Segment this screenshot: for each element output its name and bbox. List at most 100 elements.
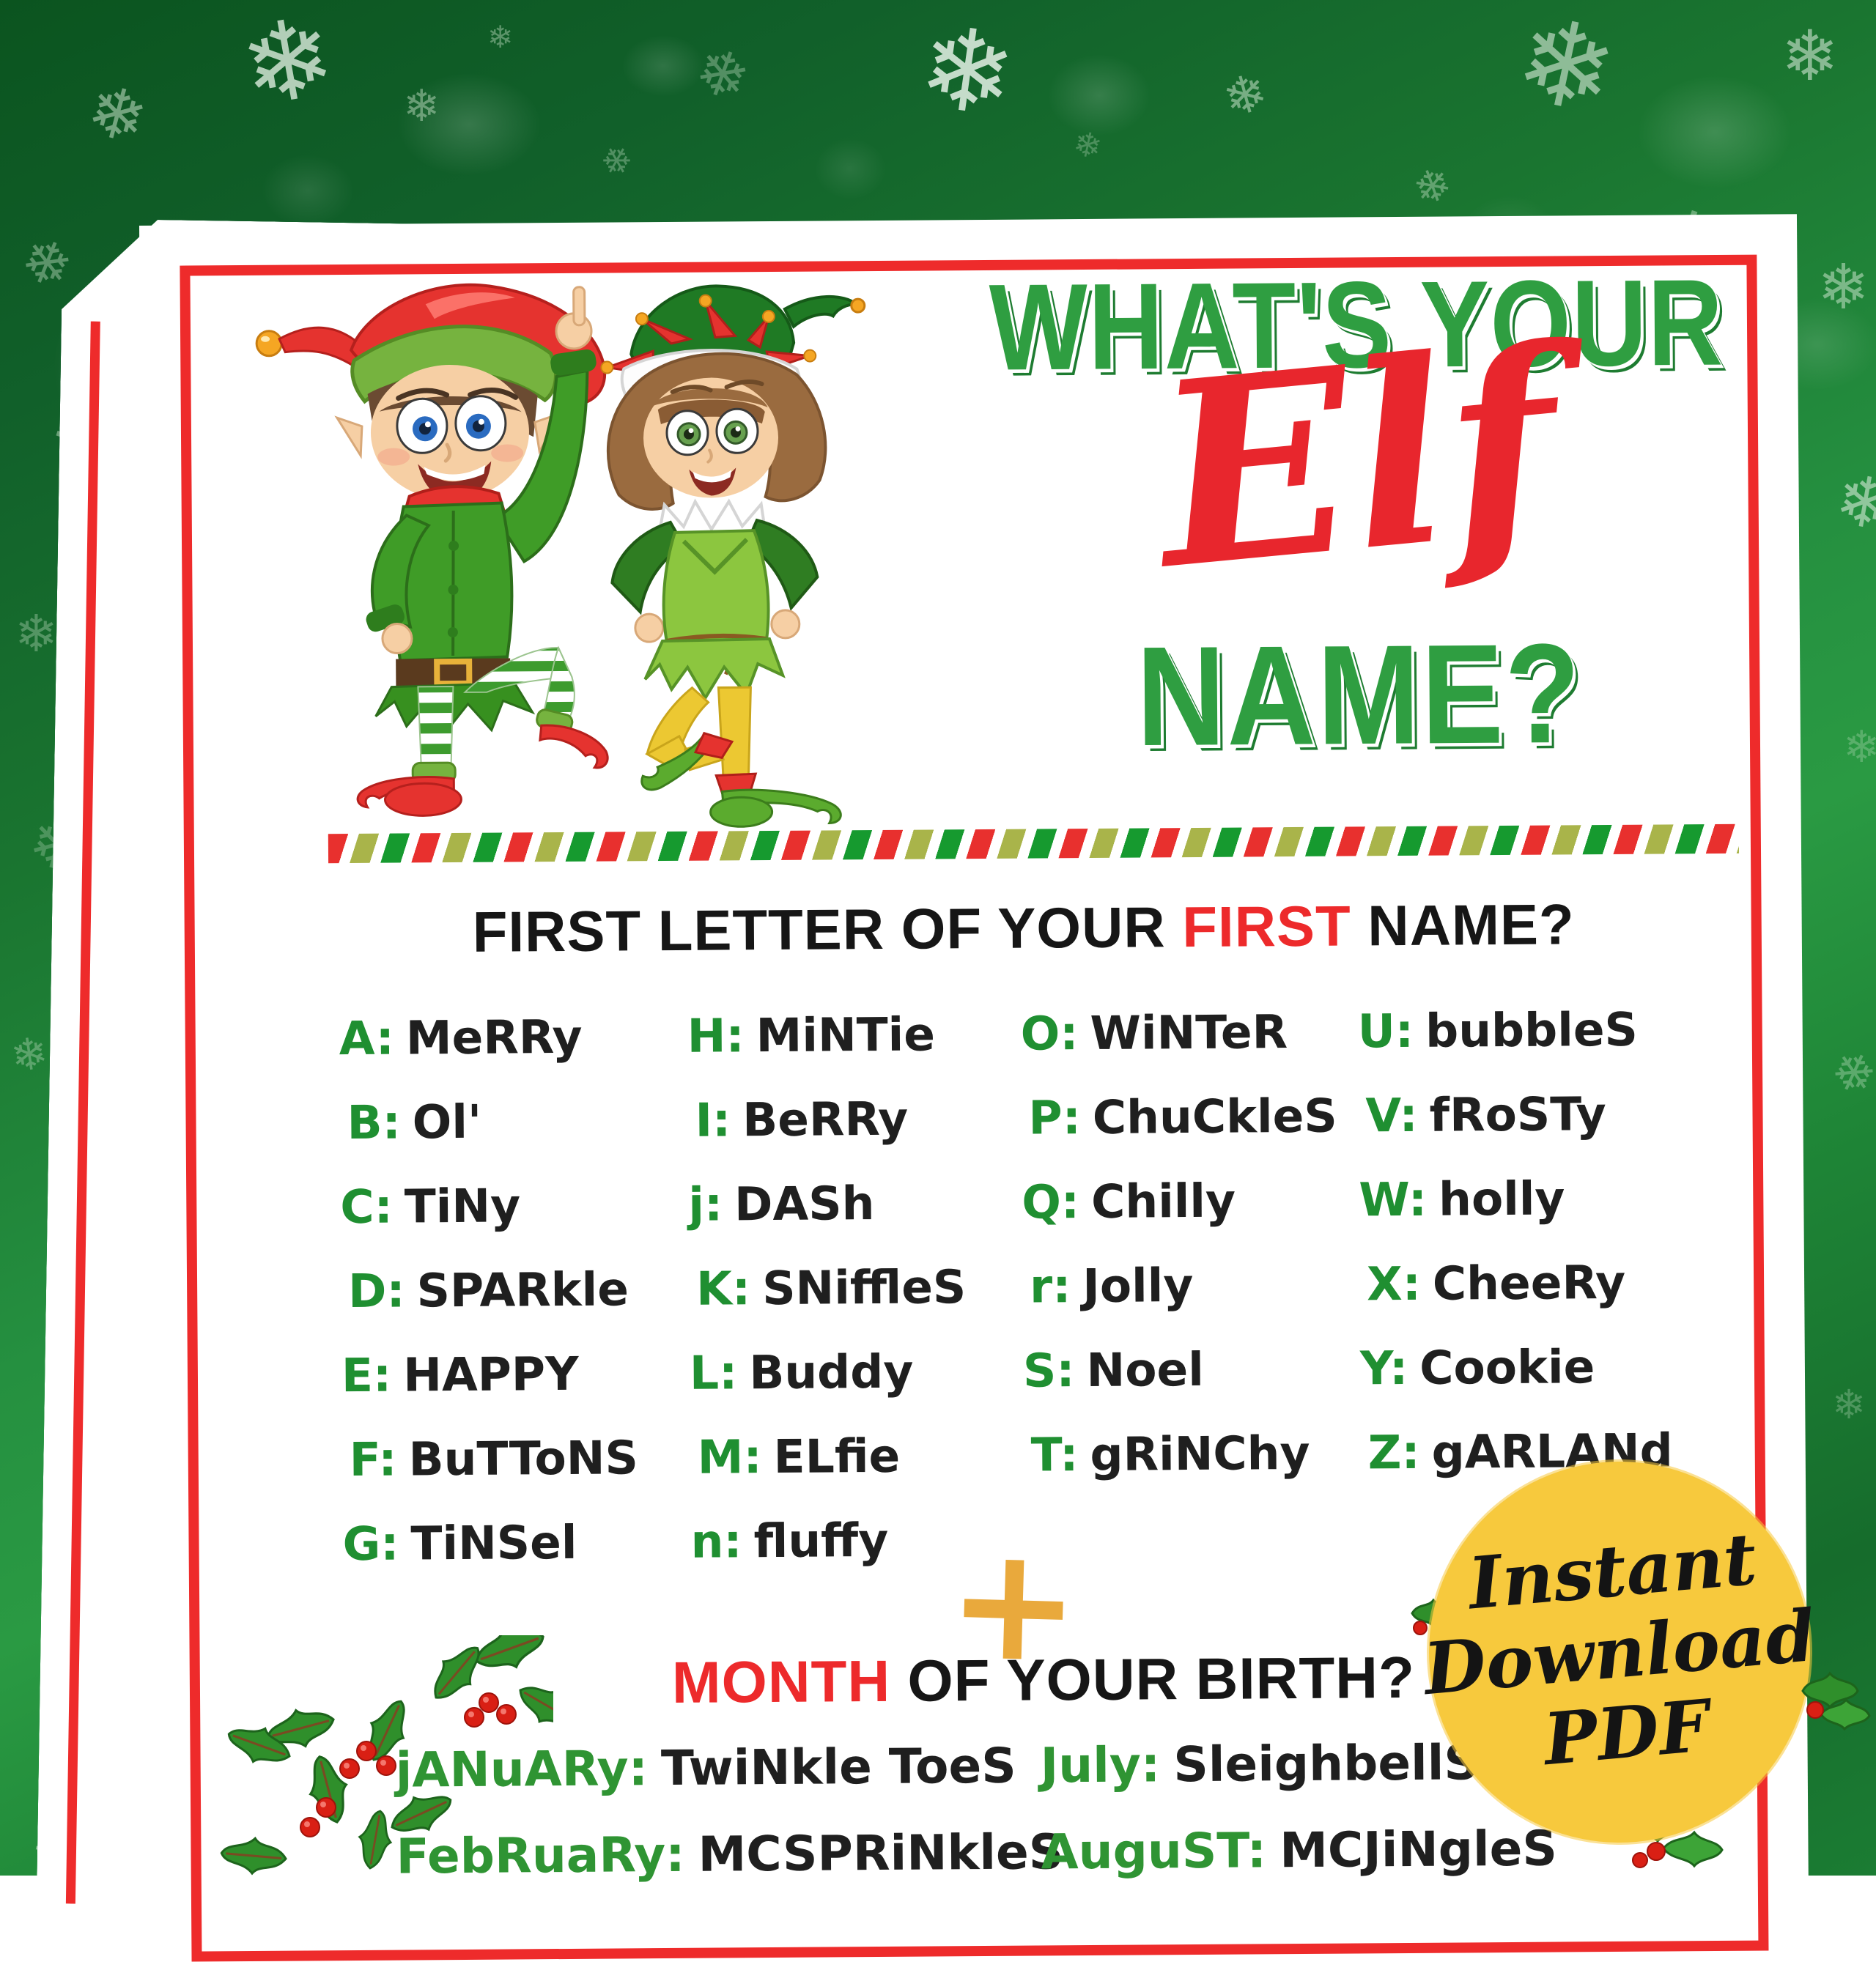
month-label: July:	[1040, 1736, 1161, 1794]
letter-column-1: A: MeRRy B: Ol' C: TiNy D: SPARkle E: HAPPY F: BuTT…	[339, 1010, 639, 1602]
letter-item-v: V: fRoSTy	[1365, 1086, 1671, 1173]
holly-decoration-left	[218, 1635, 553, 1877]
heading-accent-first: FIRST	[1182, 893, 1351, 960]
elf-first-name: Buddy	[749, 1344, 914, 1400]
month-label: AuguST:	[1041, 1822, 1267, 1881]
elf-first-name: fRoSTy	[1429, 1087, 1607, 1142]
snowflake-icon: ❄	[1817, 251, 1870, 324]
elf-first-name: SPARkle	[416, 1262, 629, 1318]
letter-column-2: H: MiNTie I: BeRRy j: DASh K: SNiffleS L: Buddy M:…	[687, 1007, 968, 1599]
elf-first-name: Ol'	[412, 1095, 482, 1150]
elf-first-name: MeRRy	[405, 1010, 583, 1065]
heading-text: OF YOUR BIRTH?	[890, 1644, 1416, 1714]
elf-first-name: holly	[1438, 1171, 1565, 1226]
hat-bell-icon	[255, 330, 283, 358]
letter-item-n: n: fluffy	[690, 1513, 968, 1599]
printable-card: WHAT'S YOUR Elf NAME? FIRST LETTER OF YO…	[139, 214, 1809, 1962]
elf-first-name: ELfie	[773, 1429, 901, 1484]
letter-key: O:	[1020, 1007, 1079, 1061]
elves-illustration	[255, 283, 866, 828]
letter-key: P:	[1028, 1091, 1082, 1145]
letter-item-o: O: WiNTeR	[1020, 1005, 1337, 1092]
snowflake-icon: ❄	[403, 81, 440, 132]
title-line-name: NAME?	[1136, 614, 1582, 776]
elf-last-name: MCSPRiNkleS	[698, 1824, 1064, 1883]
letter-item-b: B: Ol'	[347, 1094, 636, 1180]
month-item-august: AuguST: MCJiNgleS	[1041, 1821, 1557, 1881]
letter-item-c: C: TiNy	[340, 1178, 637, 1265]
letter-item-m: M: ELfie	[698, 1429, 968, 1515]
badge-line-3: PDF	[1540, 1684, 1713, 1782]
letter-item-a: A: MeRRy	[339, 1010, 635, 1096]
letter-key: B:	[347, 1095, 402, 1150]
letter-key: U:	[1357, 1004, 1414, 1059]
girl-elf-illustration	[600, 284, 866, 828]
letter-key: W:	[1359, 1172, 1428, 1227]
letter-column-3: O: WiNTeR P: ChuCkleS Q: Chilly r: Jolly S: Noel T…	[1020, 1005, 1340, 1513]
snowflake-icon: ❄	[7, 1026, 51, 1084]
holly-decoration-right	[1801, 1671, 1871, 1731]
letter-item-u: U: bubbleS	[1357, 1002, 1670, 1089]
letter-key: L:	[689, 1346, 738, 1400]
letter-key: K:	[695, 1262, 751, 1316]
letter-key: M:	[697, 1430, 762, 1484]
letter-item-h: H: MiNTie	[687, 1007, 964, 1094]
letter-key: n:	[690, 1514, 742, 1569]
letter-key: E:	[341, 1348, 392, 1403]
snowflake-icon: ❄	[487, 19, 514, 55]
elf-first-name: Chilly	[1090, 1174, 1236, 1229]
letter-item-l: L: Buddy	[690, 1344, 967, 1431]
letter-item-d: D: SPARkle	[348, 1262, 638, 1349]
snowflake-icon: ❄	[15, 604, 58, 664]
letter-key: C:	[340, 1180, 394, 1234]
heading-text: FIRST LETTER OF YOUR	[472, 895, 1183, 964]
elf-first-name: Cookie	[1419, 1340, 1595, 1395]
letter-item-p: P: ChuCkleS	[1028, 1089, 1337, 1176]
elf-first-name: BeRRy	[742, 1092, 909, 1147]
elf-first-name: WiNTeR	[1090, 1005, 1288, 1060]
elf-first-name: gRiNChy	[1090, 1426, 1310, 1481]
letter-item-f: F: BuTToNS	[350, 1431, 639, 1517]
letter-key: D:	[347, 1264, 405, 1319]
elf-first-name: BuTToNS	[408, 1431, 639, 1487]
letter-item-s: S: Noel	[1023, 1342, 1340, 1429]
letter-key: Y:	[1359, 1341, 1408, 1396]
snowflake-icon: ❄	[1781, 16, 1839, 97]
heading-text: NAME?	[1351, 892, 1575, 958]
letter-key: F:	[349, 1432, 397, 1487]
letter-key: j:	[688, 1177, 723, 1232]
letter-column-4: U: bubbleS V: fRoSTy W: holly X: CheeRy Y: Cookie…	[1357, 1002, 1673, 1510]
letter-key: H:	[687, 1009, 745, 1063]
elf-first-name: TiNSel	[410, 1515, 577, 1571]
snowflake-icon: ❄	[911, 0, 1024, 144]
elf-first-name: bubbleS	[1425, 1002, 1639, 1058]
elf-first-name: Jolly	[1082, 1258, 1194, 1314]
elf-first-name: fluffy	[753, 1513, 889, 1569]
letter-item-j: j: DASh	[688, 1176, 966, 1262]
elf-last-name: MCJiNgleS	[1279, 1820, 1558, 1879]
elf-first-name: Noel	[1086, 1342, 1205, 1398]
letter-item-k: K: SNiffleS	[696, 1260, 967, 1347]
letter-key: A:	[339, 1011, 395, 1066]
letter-key: V:	[1365, 1088, 1418, 1143]
letter-key: Z:	[1367, 1425, 1420, 1480]
letter-item-e: E: HAPPY	[341, 1347, 638, 1433]
letter-item-x: X: CheeRy	[1367, 1255, 1672, 1341]
snowflake-icon: ❄	[1843, 722, 1876, 773]
month-item-july: July: SleighbellS	[1040, 1734, 1479, 1793]
elf-first-name: ChuCkleS	[1092, 1089, 1337, 1144]
boy-elf-illustration	[255, 283, 609, 817]
first-letter-heading: FIRST LETTER OF YOUR FIRST NAME?	[254, 889, 1793, 967]
letter-key: Q:	[1022, 1175, 1080, 1229]
heading-accent-month: MONTH	[671, 1648, 891, 1715]
elf-last-name: SleighbellS	[1173, 1734, 1480, 1793]
letter-item-y: Y: Cookie	[1360, 1339, 1673, 1426]
elf-first-name: MiNTie	[756, 1007, 936, 1063]
letter-item-g: G: TiNSel	[342, 1515, 639, 1602]
title-block: WHAT'S YOUR Elf NAME?	[931, 214, 1785, 806]
letter-key: S:	[1022, 1344, 1075, 1398]
elf-first-name: TiNy	[404, 1179, 521, 1234]
elf-first-name: HAPPY	[402, 1347, 579, 1402]
letter-item-q: Q: Chilly	[1022, 1174, 1338, 1260]
